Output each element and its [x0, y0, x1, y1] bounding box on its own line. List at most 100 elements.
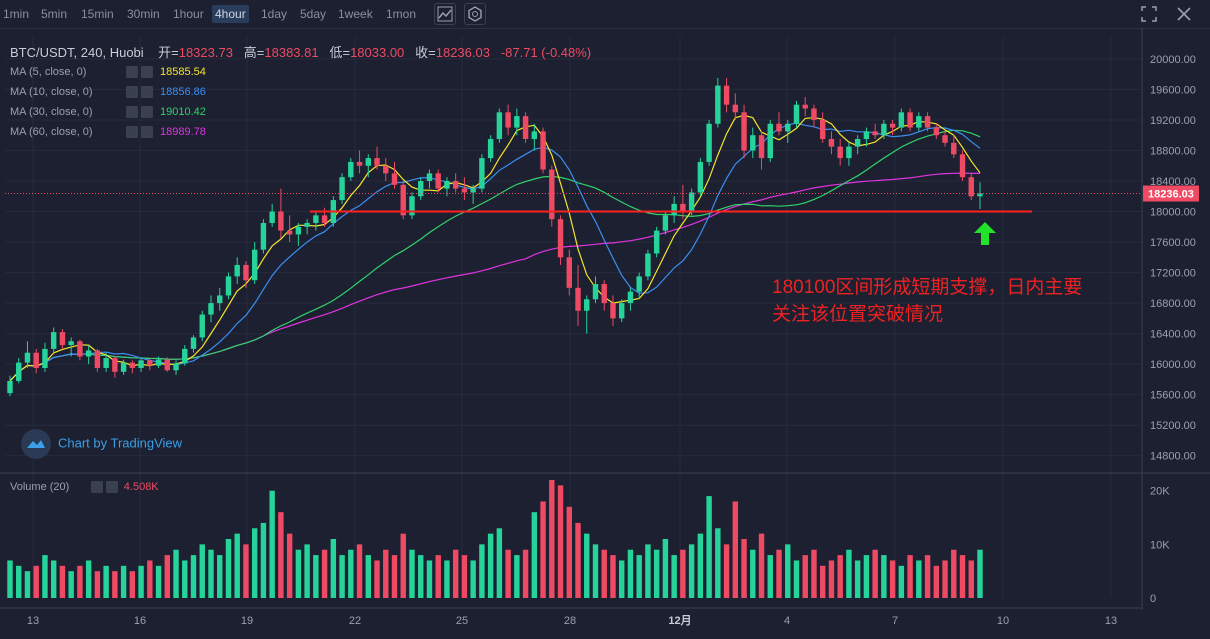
candle-body — [199, 314, 205, 338]
volume-bar — [916, 560, 922, 598]
settings-icon[interactable] — [126, 106, 138, 119]
interval-1hour[interactable]: 1hour — [173, 7, 204, 21]
volume-bar — [584, 533, 590, 598]
ma-5-line — [9, 114, 981, 382]
volume-bar — [426, 560, 433, 598]
volume-bar — [112, 571, 118, 598]
fullscreen-icon[interactable] — [1140, 5, 1158, 23]
volume-bar — [951, 549, 957, 598]
settings-icon[interactable] — [90, 481, 103, 494]
volume-bar — [767, 555, 773, 598]
volume-bar — [697, 533, 704, 598]
close-icon[interactable] — [141, 66, 153, 79]
settings-icon[interactable] — [464, 3, 486, 25]
x-tick-label: 19 — [241, 615, 253, 627]
volume-tick-label: 20K — [1150, 486, 1170, 498]
volume-bar — [846, 549, 852, 598]
candle-body — [313, 215, 319, 223]
volume-bar — [225, 539, 232, 598]
candle-body — [103, 358, 109, 368]
tradingview-watermark[interactable]: Chart by TradingView — [20, 428, 183, 459]
chart-style-icon[interactable] — [434, 3, 456, 25]
volume-bar — [7, 560, 13, 598]
settings-icon[interactable] — [126, 126, 138, 139]
candle-body — [968, 177, 974, 197]
candle-body — [217, 295, 223, 304]
volume-bar — [77, 565, 83, 598]
interval-1min[interactable]: 1min — [3, 7, 30, 21]
candle-body — [383, 165, 389, 174]
candle-body — [94, 350, 101, 368]
interval-30min[interactable]: 30min — [127, 7, 160, 21]
volume-bar — [418, 555, 424, 598]
volume-bar — [208, 549, 214, 598]
low-label: 低= — [329, 45, 351, 60]
high-value: 18383.81 — [264, 45, 319, 60]
candle-body — [269, 211, 275, 223]
interval-1week[interactable]: 1week — [338, 7, 373, 21]
y-tick-label: 20000.00 — [1150, 54, 1196, 66]
volume-bar — [610, 555, 616, 598]
candle-body — [793, 104, 800, 124]
volume-bar — [164, 555, 171, 598]
volume-bar — [409, 549, 415, 598]
candle-body — [16, 362, 22, 381]
high-label: 高= — [243, 45, 265, 60]
y-tick-label: 16400.00 — [1150, 329, 1196, 341]
close-icon[interactable] — [141, 126, 153, 139]
y-tick-label: 15200.00 — [1150, 420, 1196, 432]
candle-body — [907, 112, 913, 128]
volume-bar — [522, 549, 529, 598]
candle-body — [182, 348, 188, 364]
candle-body — [522, 116, 529, 140]
volume-bar — [435, 555, 441, 598]
volume-bar — [103, 565, 109, 598]
volume-bar — [881, 555, 887, 598]
volume-bar — [339, 555, 345, 598]
interval-15min[interactable]: 15min — [81, 7, 114, 21]
interval-1day[interactable]: 1day — [261, 7, 288, 21]
close-icon[interactable] — [141, 86, 153, 99]
candle-body — [767, 123, 773, 159]
change-value: -87.71 (-0.48%) — [500, 45, 592, 60]
watermark-text: Chart by TradingView — [58, 435, 183, 451]
candle-body — [251, 249, 258, 281]
y-tick-label: 18400.00 — [1150, 176, 1196, 188]
volume-bar — [828, 560, 835, 598]
close-icon[interactable] — [1175, 5, 1193, 23]
candle-body — [435, 173, 441, 189]
volume-bar — [802, 555, 808, 598]
open-label: 开= — [158, 45, 179, 60]
candle-body — [278, 211, 284, 231]
x-tick-label: 13 — [27, 615, 39, 627]
volume-bar — [785, 544, 791, 598]
close-icon[interactable] — [141, 106, 153, 119]
volume-bar — [688, 544, 695, 598]
volume-bar — [16, 565, 22, 598]
candle-body — [619, 303, 625, 319]
interval-5min[interactable]: 5min — [41, 7, 68, 21]
candle-body — [260, 222, 267, 250]
close-icon[interactable] — [105, 481, 118, 494]
volume-bar — [977, 549, 983, 598]
candle-body — [138, 360, 144, 368]
settings-icon[interactable] — [126, 66, 138, 79]
volume-bar — [260, 522, 267, 598]
y-tick-label: 18800.00 — [1150, 145, 1196, 157]
volume-bar — [854, 560, 861, 598]
candle-body — [304, 222, 310, 227]
candle-body — [391, 173, 398, 185]
candle-body — [190, 337, 197, 349]
candle-body — [636, 276, 642, 292]
interval-4hour[interactable]: 4hour — [212, 5, 249, 23]
indicator-row: MA (10, close, 0) 18856.86 — [10, 84, 206, 100]
x-tick-label: 12月 — [668, 614, 691, 627]
interval-1mon[interactable]: 1mon — [386, 7, 417, 21]
x-tick-label: 4 — [784, 615, 790, 627]
volume-bar — [374, 560, 380, 598]
settings-icon[interactable] — [126, 86, 138, 99]
volume-value: 4.508K — [123, 481, 159, 493]
candle-body — [601, 284, 607, 304]
last-price-tag — [1143, 185, 1199, 202]
interval-5day[interactable]: 5day — [300, 7, 327, 21]
